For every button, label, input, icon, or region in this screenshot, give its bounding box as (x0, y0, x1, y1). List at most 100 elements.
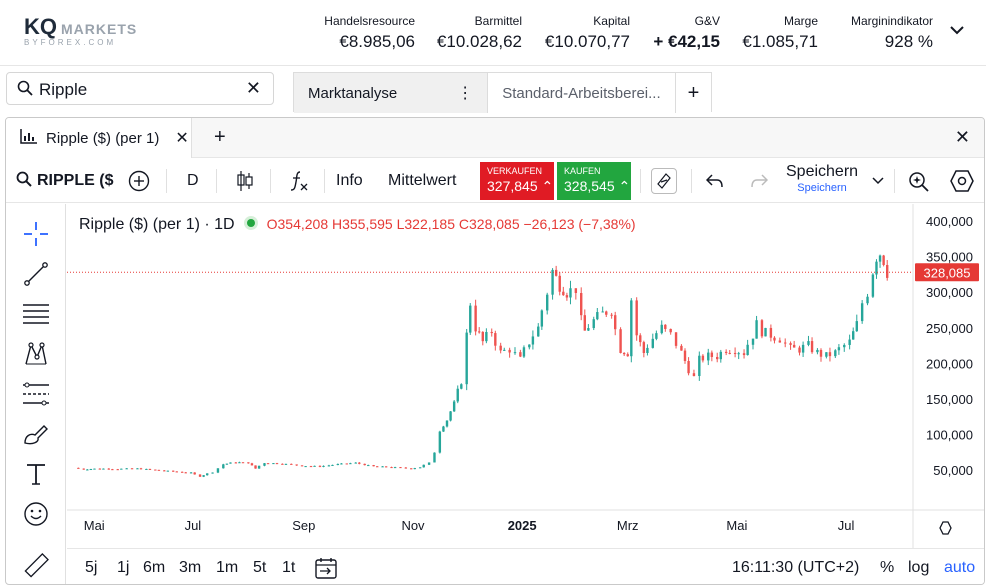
save-button[interactable]: Speichern Speichern (786, 163, 858, 194)
divider (324, 169, 325, 193)
candle-body (610, 314, 613, 316)
candle-body (272, 463, 275, 465)
crosshair-tool[interactable] (20, 218, 52, 250)
candle-body (184, 472, 187, 474)
search-box[interactable]: Ripple ✕ (6, 72, 274, 105)
candle-body (784, 342, 787, 344)
candle-body (499, 345, 502, 351)
settings-button[interactable] (950, 159, 974, 203)
candle-body (680, 345, 683, 351)
save-dropdown[interactable] (872, 159, 884, 203)
candle-body (669, 328, 672, 333)
brand-logo[interactable]: KQ MARKETS BYFOREX.COM (24, 14, 137, 47)
interval-button[interactable]: D (187, 172, 199, 189)
candle-body (843, 344, 846, 348)
candlestick-icon (237, 171, 253, 191)
redo-button[interactable] (750, 159, 768, 203)
candle-body (404, 467, 408, 469)
trendline-icon (24, 262, 48, 286)
log-scale-toggle[interactable]: log (908, 559, 930, 576)
fib-tool[interactable] (20, 378, 52, 410)
candle-body (393, 467, 397, 469)
quick-search-button[interactable] (907, 159, 931, 203)
chart-clock[interactable]: 16:11:30 (UTC+2) (732, 559, 860, 576)
kebab-menu-icon[interactable]: ⋮ (457, 85, 474, 102)
candle-body (130, 468, 134, 470)
mittelwert-button[interactable]: Mittelwert (388, 172, 457, 189)
range-1m[interactable]: 1m (216, 559, 239, 576)
compare-symbol-button[interactable] (128, 159, 150, 203)
range-6m[interactable]: 6m (143, 559, 166, 576)
candle-body (540, 310, 544, 327)
candle-body (646, 347, 649, 353)
tab-standard-arbeitsbereich[interactable]: Standard-Arbeitsberei... (488, 73, 676, 113)
candle-body (189, 472, 193, 474)
candle-body (336, 464, 340, 466)
auto-scale-toggle[interactable]: auto (944, 559, 976, 576)
chevron-down-icon (872, 177, 884, 185)
stat-label: Handelsresource (324, 14, 415, 28)
clear-search-button[interactable]: ✕ (245, 78, 261, 98)
legend-symbol: Ripple ($) (per 1) · 1D (79, 216, 235, 233)
axis-settings-icon[interactable] (939, 521, 952, 535)
price-chart[interactable]: 50,000 100,000 150,000 200,000 250,000 300,00… (67, 204, 984, 584)
candle-body (778, 340, 782, 343)
add-chart-button[interactable]: + (214, 126, 226, 148)
goto-date-button[interactable] (314, 557, 338, 584)
candle-body (354, 462, 357, 464)
chart-tab-ripple[interactable]: Ripple ($) (per 1) ✕ (6, 118, 192, 158)
candle-body (340, 463, 343, 465)
candle-body (855, 321, 858, 332)
divider (691, 169, 692, 193)
range-1j[interactable]: 1j (117, 559, 130, 576)
range-3m[interactable]: 3m (179, 559, 202, 576)
range-5j[interactable]: 5j (85, 559, 98, 576)
indicators-button[interactable] (289, 159, 309, 203)
candle-body (474, 305, 477, 332)
candle-body (478, 331, 481, 333)
info-button[interactable]: Info (336, 172, 363, 189)
brush-tool[interactable] (20, 418, 52, 450)
chart-canvas[interactable]: 50,000 100,000 150,000 200,000 250,000 300,00… (67, 204, 984, 548)
search-input[interactable]: Ripple (39, 80, 88, 99)
candle-body (211, 472, 214, 474)
text-tool[interactable] (20, 458, 52, 490)
percent-scale-toggle[interactable]: % (880, 559, 895, 576)
candle-body (737, 353, 740, 355)
emoji-tool[interactable] (20, 498, 52, 530)
tab-label: Standard-Arbeitsberei... (502, 84, 661, 102)
candle-body (263, 463, 266, 466)
sell-button[interactable]: VERKAUFEN 327,845 ⌃ (480, 162, 554, 200)
candle-body (587, 328, 590, 331)
close-tab-button[interactable]: ✕ (175, 130, 189, 147)
range-1t[interactable]: 1t (282, 559, 296, 576)
chart-tab-label: Ripple ($) (per 1) (46, 129, 160, 147)
buy-price: 328,545 (564, 178, 615, 194)
candle-body (562, 291, 565, 296)
horizontal-lines-tool[interactable] (20, 298, 52, 330)
buy-button[interactable]: KAUFEN 328,545 ⌃ (557, 162, 631, 200)
close-panel-button[interactable]: ✕ (954, 127, 970, 147)
candle-body (724, 351, 728, 353)
candle-body (318, 465, 322, 467)
range-5t[interactable]: 5t (253, 559, 267, 576)
candle-body (180, 471, 184, 473)
candle-body (746, 344, 749, 356)
drawing-toolbar (6, 204, 66, 584)
candle-body (266, 463, 270, 465)
chevron-down-icon[interactable] (950, 22, 964, 40)
candle-body (93, 468, 96, 470)
undo-button[interactable] (706, 159, 724, 203)
add-tab-button[interactable]: + (687, 81, 700, 104)
chart-type-button[interactable] (236, 159, 254, 203)
pattern-tool[interactable] (20, 338, 52, 370)
symbol-search[interactable]: RIPPLE ($ (16, 159, 113, 203)
ruler-tool[interactable] (20, 550, 52, 582)
candle-body (234, 462, 238, 464)
candle-body (157, 469, 161, 471)
candle-body (878, 255, 882, 262)
trendline-tool[interactable] (20, 258, 52, 290)
candle-body (77, 467, 80, 469)
link-button[interactable] (651, 159, 677, 203)
tab-marktanalyse[interactable]: Marktanalyse ⋮ (294, 73, 489, 113)
